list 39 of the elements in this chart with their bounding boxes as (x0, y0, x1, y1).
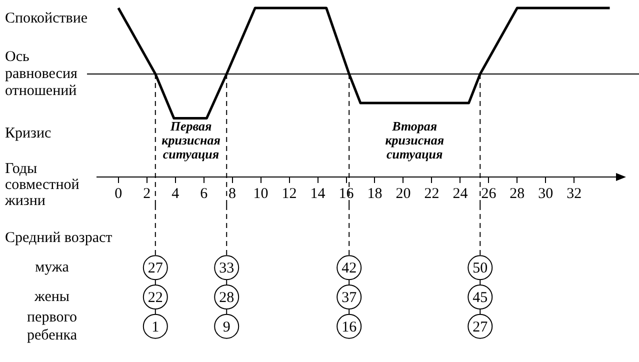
ref-line-label: Ось равновесия отношений (5, 48, 78, 99)
text: Вторая кризисная ситуация (385, 118, 444, 162)
x-tick-label: 22 (424, 186, 440, 202)
text: 1 (152, 319, 160, 336)
text: 50 (472, 260, 488, 277)
category-label: первого ребенка (27, 309, 77, 344)
text: Первая кризисная ситуация (162, 118, 221, 162)
text: 42 (342, 260, 357, 277)
text: 45 (472, 290, 488, 306)
x-tick-label: 20 (396, 186, 411, 202)
category-label: мужа (35, 260, 69, 276)
text: 16 (342, 319, 358, 336)
x-tick-label: 2 (143, 186, 151, 202)
text: 27 (148, 260, 164, 277)
text: 9 (222, 319, 230, 336)
x-tick-label: 30 (538, 186, 554, 202)
x-tick-label: 4 (172, 186, 180, 202)
x-tick-label: 18 (367, 186, 382, 202)
x-axis-title: Годы совместной жизни (4, 160, 80, 209)
x-tick-label: 10 (253, 186, 268, 202)
x-tick-label: 24 (452, 186, 468, 202)
x-tick-label: 8 (228, 186, 236, 202)
x-tick-label: 16 (338, 186, 354, 202)
x-tick-label: 26 (481, 186, 497, 202)
text: 37 (342, 290, 358, 306)
text: Спокойствие (5, 10, 88, 26)
text: Кризис (5, 125, 52, 142)
x-tick-label: 6 (200, 186, 208, 202)
text: 33 (219, 260, 234, 277)
text: 28 (219, 290, 234, 306)
x-tick-label: 32 (566, 186, 582, 202)
text: 22 (148, 290, 163, 306)
x-tick-label: 28 (510, 186, 525, 202)
x-tick-label: 12 (282, 186, 297, 202)
text: Средний возраст (5, 230, 113, 246)
category-label: жены (34, 288, 70, 305)
x-tick-label: 14 (310, 186, 326, 202)
text: 27 (472, 319, 488, 336)
x-tick-label: 0 (114, 186, 122, 202)
